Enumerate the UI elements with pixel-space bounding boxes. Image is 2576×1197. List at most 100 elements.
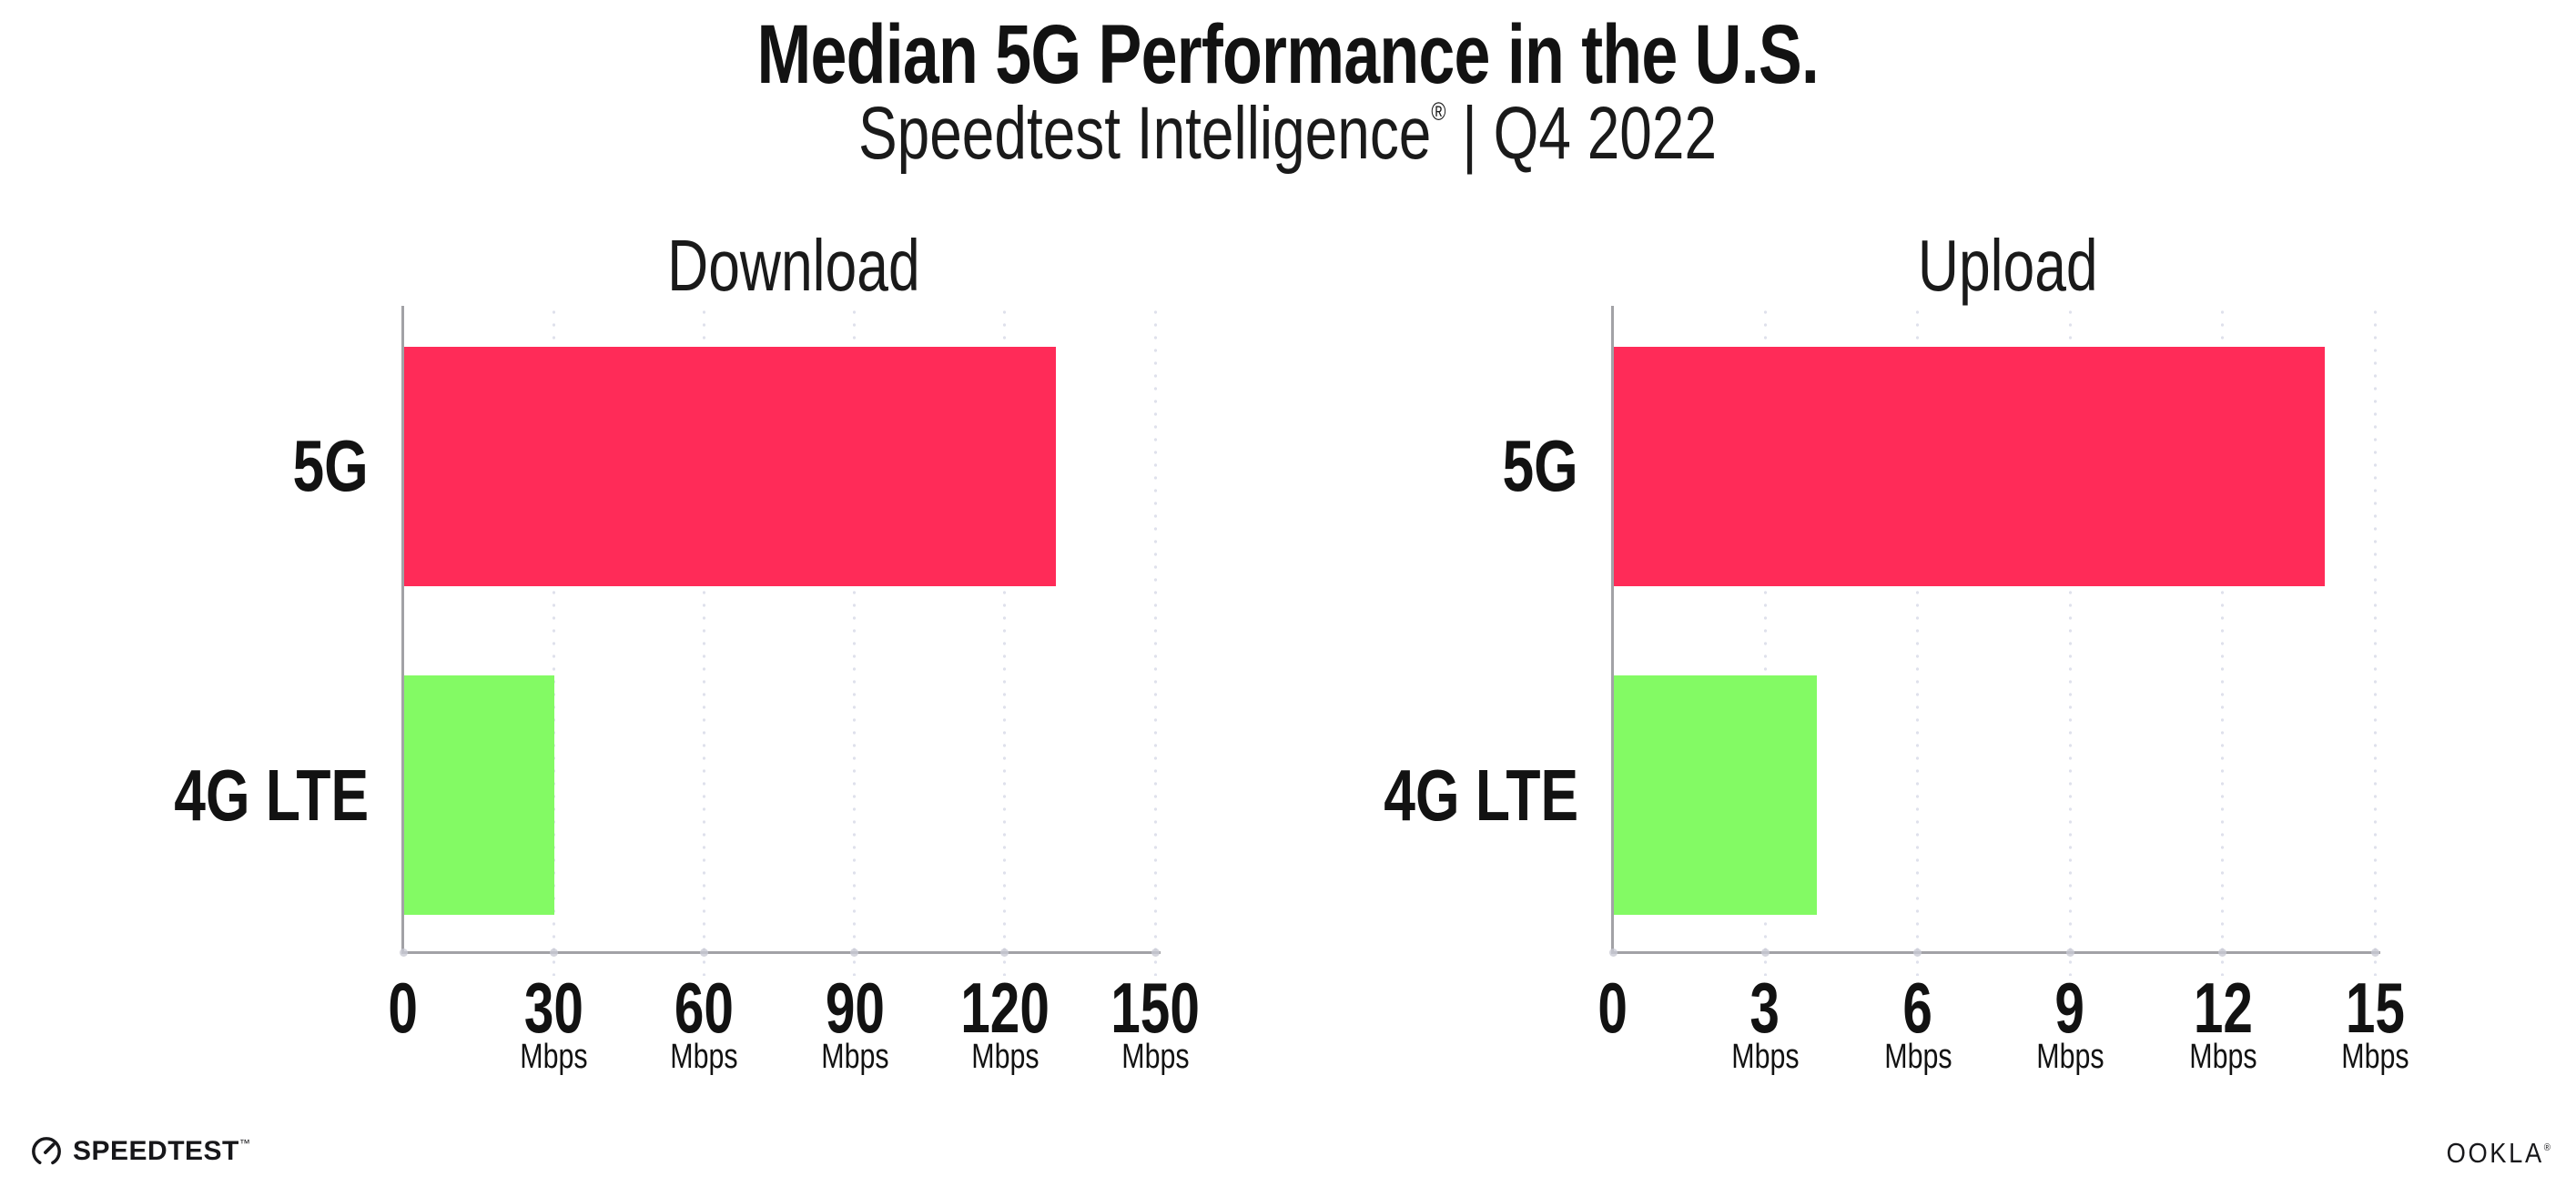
- gridline: [1764, 306, 1767, 976]
- category-label-text: 5G: [292, 425, 369, 506]
- bar-5g: [1614, 347, 2325, 586]
- tick-unit: Mbps: [467, 1038, 640, 1077]
- bar-5g: [404, 347, 1056, 586]
- x-axis: [1611, 951, 2380, 954]
- axis-intersection-dot: [2218, 948, 2226, 957]
- tick-label: 150: [1069, 967, 1242, 1050]
- tick-unit: Mbps: [2288, 1038, 2461, 1077]
- category-label-text: 4G LTE: [174, 755, 369, 836]
- axis-intersection-dot: [1000, 948, 1009, 957]
- tick-unit-text: Mbps: [1730, 1038, 1800, 1076]
- gridline: [703, 306, 705, 976]
- tick-label: 0: [317, 967, 490, 1050]
- page-title: Median 5G Performance in the U.S.: [0, 7, 2576, 103]
- tick-label: 120: [918, 967, 1091, 1050]
- x-axis: [401, 951, 1161, 954]
- axis-intersection-dot: [1609, 948, 1618, 957]
- tick-label: 30: [467, 967, 640, 1050]
- category-label-text: 4G LTE: [1384, 755, 1578, 836]
- category-label: 5G: [1269, 424, 1578, 508]
- axis-intersection-dot: [550, 948, 558, 957]
- tick-label-text: 150: [1111, 968, 1200, 1048]
- tick-label: 12: [2136, 967, 2309, 1050]
- tick-label: 0: [1526, 967, 1699, 1050]
- gridline: [1003, 306, 1006, 976]
- tick-unit: Mbps: [1069, 1038, 1242, 1077]
- page-title-text: Median 5G Performance in the U.S.: [756, 8, 1820, 101]
- axis-intersection-dot: [700, 948, 708, 957]
- y-axis: [1611, 306, 1614, 954]
- tick-label-text: 9: [2054, 968, 2085, 1048]
- tick-unit-text: Mbps: [1883, 1038, 1952, 1076]
- tick-label-text: 12: [2193, 968, 2253, 1048]
- tick-label: 15: [2288, 967, 2461, 1050]
- gridline: [2221, 306, 2224, 976]
- gridline: [1916, 306, 1919, 976]
- chart-title: Download: [430, 224, 1158, 308]
- axis-intersection-dot: [850, 948, 858, 957]
- axis-intersection-dot: [1761, 948, 1770, 957]
- tick-label: 9: [1983, 967, 2156, 1050]
- tick-unit: Mbps: [1831, 1038, 2004, 1077]
- speedtest-wordmark: SPEEDTEST™: [73, 1136, 250, 1167]
- gridline: [553, 306, 555, 976]
- tick-label-text: 0: [388, 968, 419, 1048]
- speedtest-logo: SPEEDTEST™: [30, 1135, 250, 1168]
- gridline: [2374, 306, 2377, 976]
- subtitle-brand: Speedtest Intelligence: [858, 92, 1432, 175]
- subtitle-period: | Q4 2022: [1445, 92, 1718, 175]
- ookla-registered-icon: ®: [2543, 1142, 2551, 1153]
- tick-unit: Mbps: [768, 1038, 941, 1077]
- tick-unit: Mbps: [918, 1038, 1091, 1077]
- tick-label-text: 30: [523, 968, 583, 1048]
- bar-4g-lte: [404, 675, 554, 915]
- axis-intersection-dot: [1913, 948, 1922, 957]
- page-subtitle-text: Speedtest Intelligence® | Q4 2022: [858, 91, 1717, 177]
- bar-4g-lte: [1614, 675, 1817, 915]
- category-label: 4G LTE: [1269, 754, 1578, 837]
- trademark-icon: ™: [238, 1137, 251, 1150]
- tick-unit-text: Mbps: [2188, 1038, 2257, 1076]
- tick-label-text: 60: [674, 968, 734, 1048]
- tick-unit: Mbps: [617, 1038, 790, 1077]
- ookla-wordmark: OOKLA®: [2447, 1137, 2551, 1170]
- tick-unit-text: Mbps: [2340, 1038, 2409, 1076]
- category-label-text: 5G: [1502, 425, 1578, 506]
- chart-title-text: Upload: [1918, 225, 2098, 306]
- axis-intersection-dot: [2066, 948, 2074, 957]
- tick-unit-text: Mbps: [820, 1038, 889, 1076]
- gridline: [853, 306, 856, 976]
- tick-label-text: 90: [825, 968, 885, 1048]
- page-subtitle: Speedtest Intelligence® | Q4 2022: [0, 91, 2576, 177]
- tick-unit-text: Mbps: [1121, 1038, 1190, 1076]
- chart-title-text: Download: [667, 225, 920, 306]
- tick-label: 3: [1678, 967, 1851, 1050]
- tick-label: 90: [768, 967, 941, 1050]
- axis-intersection-dot: [2371, 948, 2379, 957]
- tick-label-text: 15: [2345, 968, 2405, 1048]
- ookla-logo: OOKLA®: [2432, 1137, 2551, 1170]
- registered-trademark-icon: ®: [1431, 97, 1446, 126]
- y-axis: [401, 306, 404, 954]
- category-label: 5G: [59, 424, 369, 508]
- tick-label-text: 0: [1597, 968, 1628, 1048]
- tick-unit-text: Mbps: [519, 1038, 588, 1076]
- tick-label-text: 120: [960, 968, 1050, 1048]
- tick-unit: Mbps: [1678, 1038, 1851, 1077]
- tick-unit-text: Mbps: [669, 1038, 738, 1076]
- speedtest-gauge-icon: [32, 1137, 61, 1166]
- ookla-wordmark-text: OOKLA: [2446, 1137, 2544, 1169]
- tick-unit-text: Mbps: [970, 1038, 1040, 1076]
- tick-unit: Mbps: [2136, 1038, 2309, 1077]
- axis-intersection-dot: [400, 948, 408, 957]
- tick-label-text: 6: [1902, 968, 1933, 1048]
- tick-label-text: 3: [1749, 968, 1780, 1048]
- category-label: 4G LTE: [59, 754, 369, 837]
- tick-label: 6: [1831, 967, 2004, 1050]
- tick-label: 60: [617, 967, 790, 1050]
- chart-title: Upload: [1644, 224, 2372, 308]
- gridline: [1154, 306, 1157, 976]
- speedtest-wordmark-text: SPEEDTEST: [73, 1136, 239, 1166]
